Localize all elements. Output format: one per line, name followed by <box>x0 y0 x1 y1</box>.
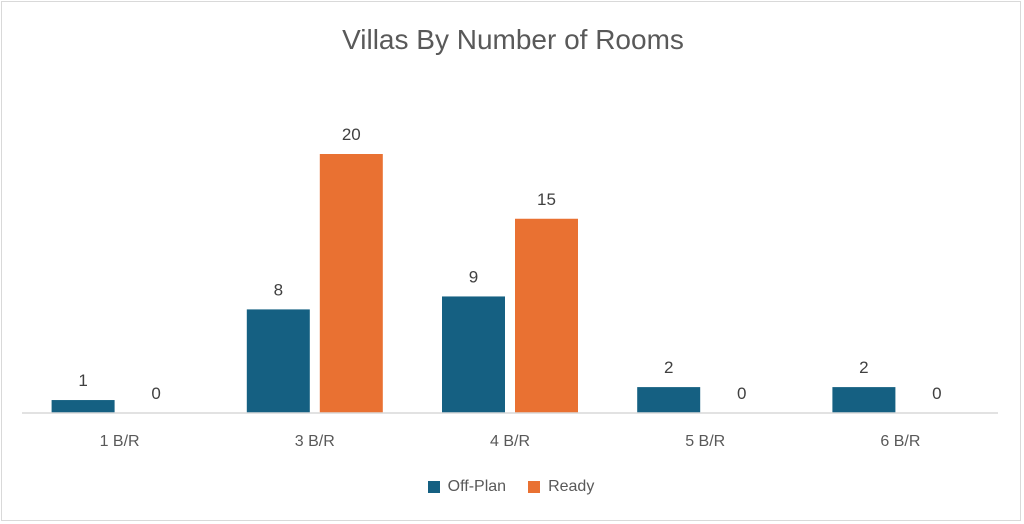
data-label-ready-4-b-r: 15 <box>537 190 556 209</box>
data-label-off-plan-1-b-r: 1 <box>78 371 87 390</box>
bar-off-plan-5-b-r <box>637 387 701 413</box>
legend-swatch-ready <box>528 481 541 493</box>
bar-off-plan-6-b-r <box>832 387 896 413</box>
data-label-off-plan-6-b-r: 2 <box>859 358 868 377</box>
chart-title: Villas By Number of Rooms <box>342 24 684 55</box>
legend-label-off-plan: Off-Plan <box>447 478 507 495</box>
data-label-ready-3-b-r: 20 <box>342 125 361 144</box>
bar-off-plan-3-b-r <box>246 309 310 413</box>
bar-off-plan-1-b-r <box>51 400 115 413</box>
legend-item-ready: Ready <box>528 478 594 496</box>
bar-off-plan-4-b-r <box>442 296 505 413</box>
data-label-ready-5-b-r: 0 <box>737 384 746 403</box>
data-label-off-plan-5-b-r: 2 <box>664 358 673 377</box>
x-tick-label: 1 B/R <box>100 433 140 450</box>
legend: Off-Plan Ready <box>0 478 1022 496</box>
x-tick-label: 3 B/R <box>295 433 335 450</box>
data-label-ready-1-b-r: 0 <box>151 384 160 403</box>
bar-ready-3-b-r <box>319 154 383 413</box>
data-label-off-plan-4-b-r: 9 <box>469 267 478 286</box>
x-tick-label: 5 B/R <box>685 433 725 450</box>
legend-item-off-plan: Off-Plan <box>427 478 507 496</box>
data-label-ready-6-b-r: 0 <box>932 384 941 403</box>
x-tick-label: 4 B/R <box>490 433 530 450</box>
legend-label-ready: Ready <box>548 478 595 495</box>
x-tick-label: 6 B/R <box>880 433 920 450</box>
bar-ready-4-b-r <box>515 218 578 413</box>
data-label-off-plan-3-b-r: 8 <box>274 280 283 299</box>
legend-swatch-off-plan <box>427 481 440 493</box>
